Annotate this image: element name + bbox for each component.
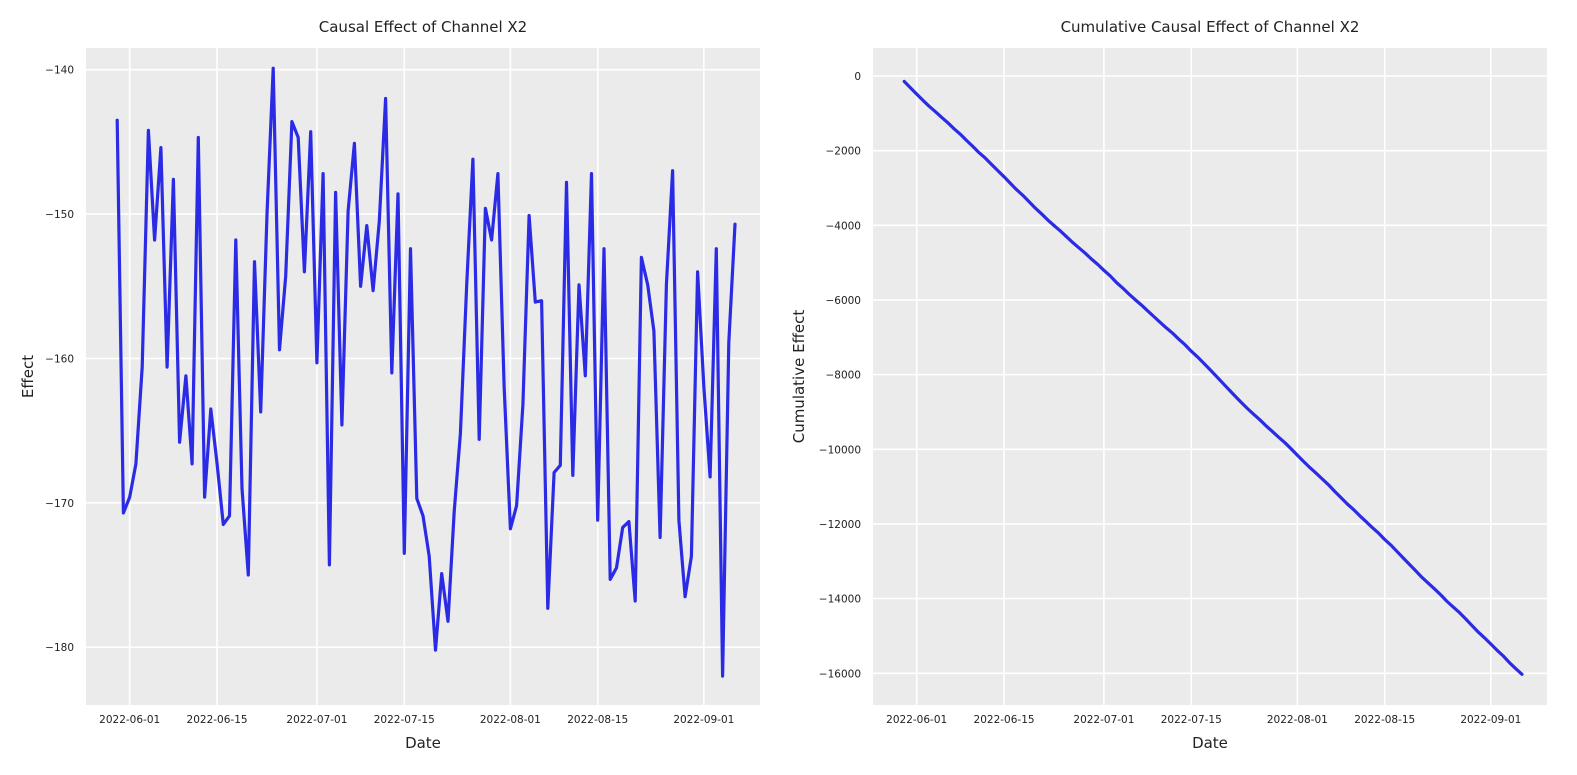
x-axis-label: Date (405, 734, 441, 752)
y-tick-label: −150 (45, 209, 74, 221)
x-tick-label: 2022-06-01 (886, 714, 947, 726)
x-tick-label: 2022-08-01 (1267, 714, 1328, 726)
x-tick-label: 2022-09-01 (673, 714, 734, 726)
y-tick-label: −10000 (819, 444, 861, 456)
series-line (115, 66, 737, 678)
y-tick-label: −2000 (825, 146, 861, 158)
x-tick-label: 2022-07-01 (286, 714, 347, 726)
y-tick-label: −160 (45, 353, 74, 365)
y-tick-label: −180 (45, 642, 74, 654)
x-tick-label: 2022-07-15 (1161, 714, 1222, 726)
chart-title: Cumulative Causal Effect of Channel X2 (1061, 18, 1360, 36)
x-tick-label: 2022-06-01 (99, 714, 160, 726)
x-axis-label: Date (1192, 734, 1228, 752)
y-tick-label: −8000 (825, 370, 861, 382)
y-tick-label: −12000 (819, 519, 861, 531)
x-tick-label: 2022-06-15 (974, 714, 1035, 726)
series-line (902, 79, 1524, 676)
x-tick-label: 2022-09-01 (1460, 714, 1521, 726)
y-tick-label: −6000 (825, 295, 861, 307)
cumulative-effect-chart: 2022-06-01 2022-06-15 2022-07-01 2022-07-15… (790, 18, 1547, 752)
chart-title: Causal Effect of Channel X2 (319, 18, 527, 36)
y-tick-label: −140 (45, 65, 74, 77)
y-axis-label: Cumulative Effect (790, 310, 808, 444)
y-tick-label: −170 (45, 498, 74, 510)
x-tick-label: 2022-08-15 (567, 714, 628, 726)
y-tick-label: −4000 (825, 220, 861, 232)
x-tick-label: 2022-06-15 (187, 714, 248, 726)
y-axis-label: Effect (19, 355, 37, 398)
x-tick-label: 2022-07-01 (1073, 714, 1134, 726)
y-tick-label: −14000 (819, 594, 861, 606)
x-tick-label: 2022-08-01 (480, 714, 541, 726)
y-tick-label: −16000 (819, 668, 861, 680)
x-tick-label: 2022-08-15 (1354, 714, 1415, 726)
y-tick-label: 0 (854, 71, 861, 83)
effect-chart: 2022-06-01 2022-06-15 2022-07-01 2022-07-15… (19, 18, 760, 752)
x-tick-label: 2022-07-15 (374, 714, 435, 726)
